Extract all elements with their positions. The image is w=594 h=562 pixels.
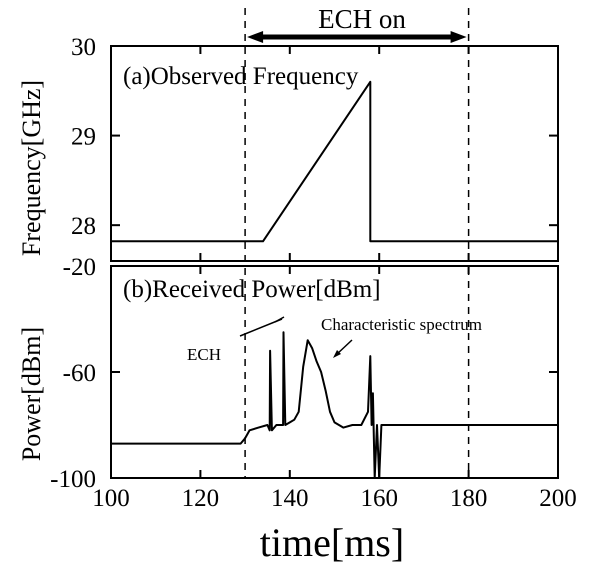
x-tick-label: 120 bbox=[182, 485, 220, 512]
annotation-ech: ECH bbox=[187, 345, 221, 364]
ech-arrowhead-right bbox=[450, 31, 467, 43]
panel-a-ylabel: Frequency[GHz] bbox=[17, 80, 46, 256]
panel-b-ytick-label: -60 bbox=[63, 360, 96, 387]
x-tick-label: 100 bbox=[92, 485, 130, 512]
x-tick-label: 160 bbox=[360, 485, 398, 512]
ech-on-label: ECH on bbox=[318, 4, 406, 34]
panel-b-ylabel: Power[dBm] bbox=[17, 327, 46, 461]
panel-a-ytick-label: 29 bbox=[71, 124, 96, 151]
ech-interval-markers bbox=[244, 8, 470, 478]
panel-a-frame bbox=[110, 45, 559, 262]
ech-arrowhead-left bbox=[247, 31, 264, 43]
annotation-spectrum-arrowhead bbox=[333, 350, 341, 358]
x-axis-label: time[ms] bbox=[260, 520, 404, 562]
panel-a-series-line bbox=[111, 80, 558, 243]
x-tick-label: 180 bbox=[450, 485, 488, 512]
panel-b-ytick-label: -100 bbox=[50, 466, 96, 493]
annotation-ech-arrow-2 bbox=[274, 316, 285, 323]
panel-a-ytick-label: 28 bbox=[71, 213, 96, 240]
x-tick-label: 140 bbox=[271, 485, 309, 512]
x-tick-label: 200 bbox=[539, 485, 577, 512]
panel-b-series-line bbox=[111, 331, 558, 479]
panel-b-ytick-label: -20 bbox=[63, 254, 96, 281]
panel-a-title: (a)Observed Frequency bbox=[123, 63, 359, 90]
panel-a-ytick-label: 30 bbox=[71, 34, 96, 61]
annotation-characteristic-spectrum: Characteristic spectrum bbox=[321, 315, 482, 334]
panel-b-title: (b)Received Power[dBm] bbox=[123, 276, 381, 303]
